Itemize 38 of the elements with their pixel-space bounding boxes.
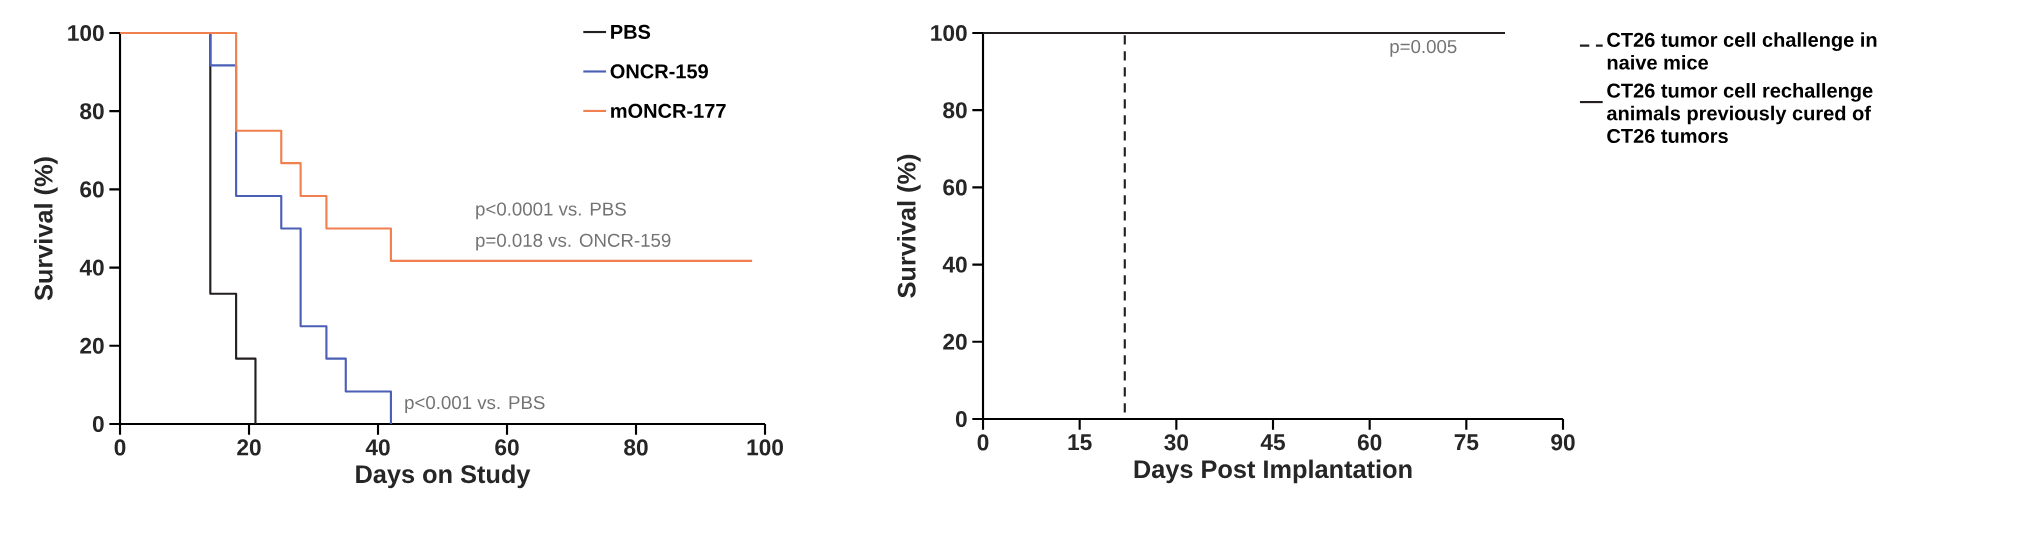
y-tick-label: 60 [943, 179, 967, 196]
x-tick-label: 60 [495, 439, 519, 456]
x-tick-label: 90 [1551, 434, 1575, 451]
annotation: p<0.001 vs. PBS [405, 395, 545, 413]
x-tick-label: 0 [114, 439, 126, 456]
x-tick-label: 100 [747, 439, 783, 456]
legend-label: PBS [611, 24, 651, 40]
x-tick-label: 20 [237, 439, 261, 456]
legend-label: ONCR-159 [610, 64, 708, 79]
x-tick-label: 40 [365, 439, 390, 456]
annotation: p=0.005 [1390, 39, 1457, 57]
y-tick-label: 80 [943, 102, 967, 119]
x-tick-label: 15 [1068, 434, 1092, 451]
y-tick-label: 100 [68, 24, 104, 42]
y-axis-title: Survival (%) [897, 154, 921, 298]
y-tick-label: 0 [92, 415, 104, 433]
y-tick-label: 80 [80, 103, 104, 120]
annotation: p=0.018 vs. ONCR-159 [476, 233, 671, 251]
y-tick-label: 40 [942, 256, 967, 273]
y-tick-label: 40 [79, 259, 104, 276]
x-axis-title: Days Post Implantation [1134, 459, 1412, 484]
x-tick-label: 45 [1260, 434, 1285, 451]
y-tick-label: 60 [80, 181, 104, 198]
x-tick-label: 30 [1164, 434, 1188, 451]
x-tick-label: 80 [624, 439, 648, 456]
annotation: p<0.0001 vs. PBS [476, 202, 626, 220]
y-tick-label: 100 [931, 24, 967, 42]
legend-label: CT26 tumor cell rechallenge animals previously cured of CT26 tumors [1607, 83, 1873, 144]
y-axis-title: Survival (%) [34, 157, 58, 301]
x-axis-title: Days on Study [356, 464, 531, 489]
x-tick-label: 0 [977, 434, 989, 451]
x-tick-label: 75 [1454, 434, 1479, 451]
legend-label: mONCR-177 [611, 103, 726, 118]
legend-label: CT26 tumor cell challenge in naive mice [1607, 32, 1877, 70]
x-tick-label: 60 [1357, 434, 1382, 451]
y-tick-label: 0 [955, 410, 967, 428]
y-tick-label: 20 [943, 333, 967, 350]
y-tick-label: 20 [80, 337, 104, 354]
